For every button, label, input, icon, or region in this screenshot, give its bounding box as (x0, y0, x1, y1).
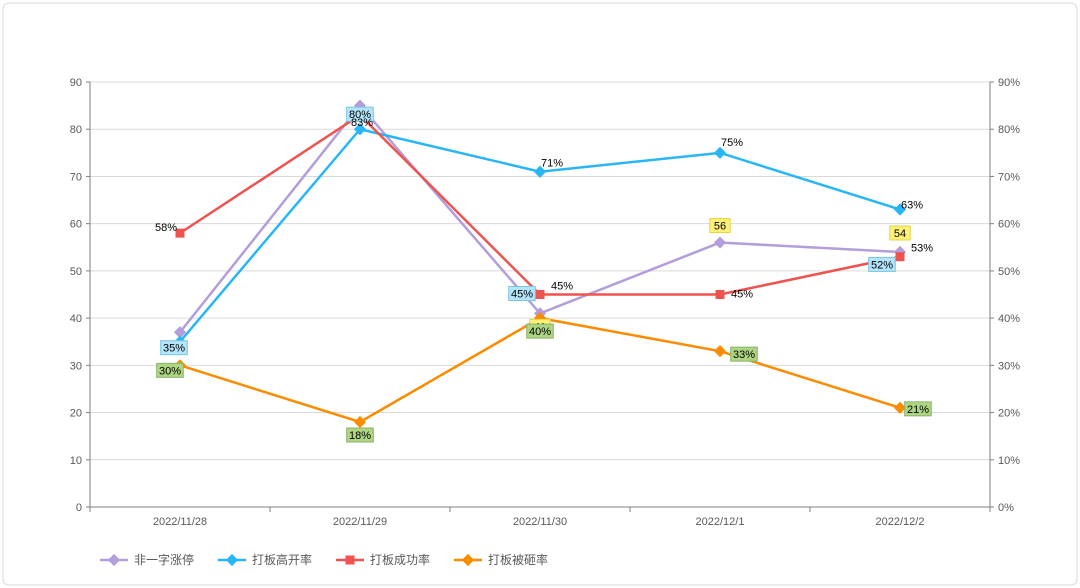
data-label: 35% (161, 341, 188, 355)
svg-text:80: 80 (70, 124, 82, 136)
svg-text:40: 40 (70, 313, 82, 325)
data-label: 30% (157, 363, 184, 377)
svg-text:50: 50 (70, 266, 82, 278)
svg-text:30%: 30% (998, 360, 1020, 372)
svg-text:2022/11/30: 2022/11/30 (513, 516, 567, 528)
svg-text:10%: 10% (998, 455, 1020, 467)
data-label: 45% (551, 281, 573, 293)
svg-text:打板被砸率: 打板被砸率 (488, 552, 548, 567)
svg-text:20: 20 (70, 408, 82, 420)
svg-text:90: 90 (70, 77, 82, 89)
data-label: 58% (155, 222, 177, 234)
svg-text:50%: 50% (998, 266, 1020, 278)
svg-text:70%: 70% (998, 171, 1020, 183)
svg-text:2022/12/2: 2022/12/2 (876, 516, 925, 528)
data-label: 40% (527, 324, 554, 338)
svg-text:70: 70 (70, 171, 82, 183)
data-label: 56 (710, 219, 730, 233)
svg-text:0: 0 (76, 502, 82, 514)
svg-text:60%: 60% (998, 219, 1020, 231)
svg-text:56: 56 (714, 221, 726, 233)
data-label: 52% (869, 257, 896, 271)
svg-text:58%: 58% (155, 222, 177, 234)
data-label: 18% (347, 428, 374, 442)
line-chart: 0 10 20 30 40 50 60 70 80 90 0% 10% 20% 30% 40% 50% 60% 7… (0, 0, 1080, 588)
data-label: 53% (911, 243, 933, 255)
data-label: 45% (509, 287, 536, 301)
data-label: 21% (905, 402, 932, 416)
svg-text:45%: 45% (731, 289, 753, 301)
svg-text:90%: 90% (998, 77, 1020, 89)
data-label: 71% (541, 158, 563, 170)
svg-text:2022/11/29: 2022/11/29 (333, 516, 387, 528)
svg-text:83%: 83% (351, 117, 373, 129)
svg-text:35%: 35% (163, 343, 185, 355)
svg-text:75%: 75% (721, 137, 743, 149)
chart-container: 0 10 20 30 40 50 60 70 80 90 0% 10% 20% 30% 40% 50% 60% 7… (0, 0, 1080, 588)
data-label: 75% (721, 137, 743, 149)
svg-text:63%: 63% (901, 200, 923, 212)
data-label: 45% (731, 289, 753, 301)
svg-text:45%: 45% (511, 289, 533, 301)
svg-text:30: 30 (70, 360, 82, 372)
svg-text:30%: 30% (159, 365, 181, 377)
svg-text:45%: 45% (551, 281, 573, 293)
data-label: 83% (351, 117, 373, 129)
svg-text:非一字涨停: 非一字涨停 (134, 552, 194, 567)
svg-text:53%: 53% (911, 243, 933, 255)
svg-text:打板高开率: 打板高开率 (252, 552, 312, 567)
svg-text:71%: 71% (541, 158, 563, 170)
svg-text:0%: 0% (998, 502, 1014, 514)
svg-text:10: 10 (70, 455, 82, 467)
data-label: 33% (731, 347, 758, 361)
svg-text:60: 60 (70, 219, 82, 231)
svg-text:18%: 18% (349, 430, 371, 442)
svg-text:80%: 80% (998, 124, 1020, 136)
svg-text:2022/11/28: 2022/11/28 (153, 516, 207, 528)
svg-text:2022/12/1: 2022/12/1 (696, 516, 745, 528)
svg-text:打板成功率: 打板成功率 (370, 552, 430, 567)
svg-text:40%: 40% (998, 313, 1020, 325)
svg-text:54: 54 (894, 228, 906, 240)
data-label: 54 (890, 226, 910, 240)
svg-text:40%: 40% (529, 326, 551, 338)
svg-text:33%: 33% (733, 349, 755, 361)
svg-text:21%: 21% (907, 404, 929, 416)
svg-text:20%: 20% (998, 408, 1020, 420)
svg-text:52%: 52% (871, 259, 893, 271)
data-label: 63% (901, 200, 923, 212)
